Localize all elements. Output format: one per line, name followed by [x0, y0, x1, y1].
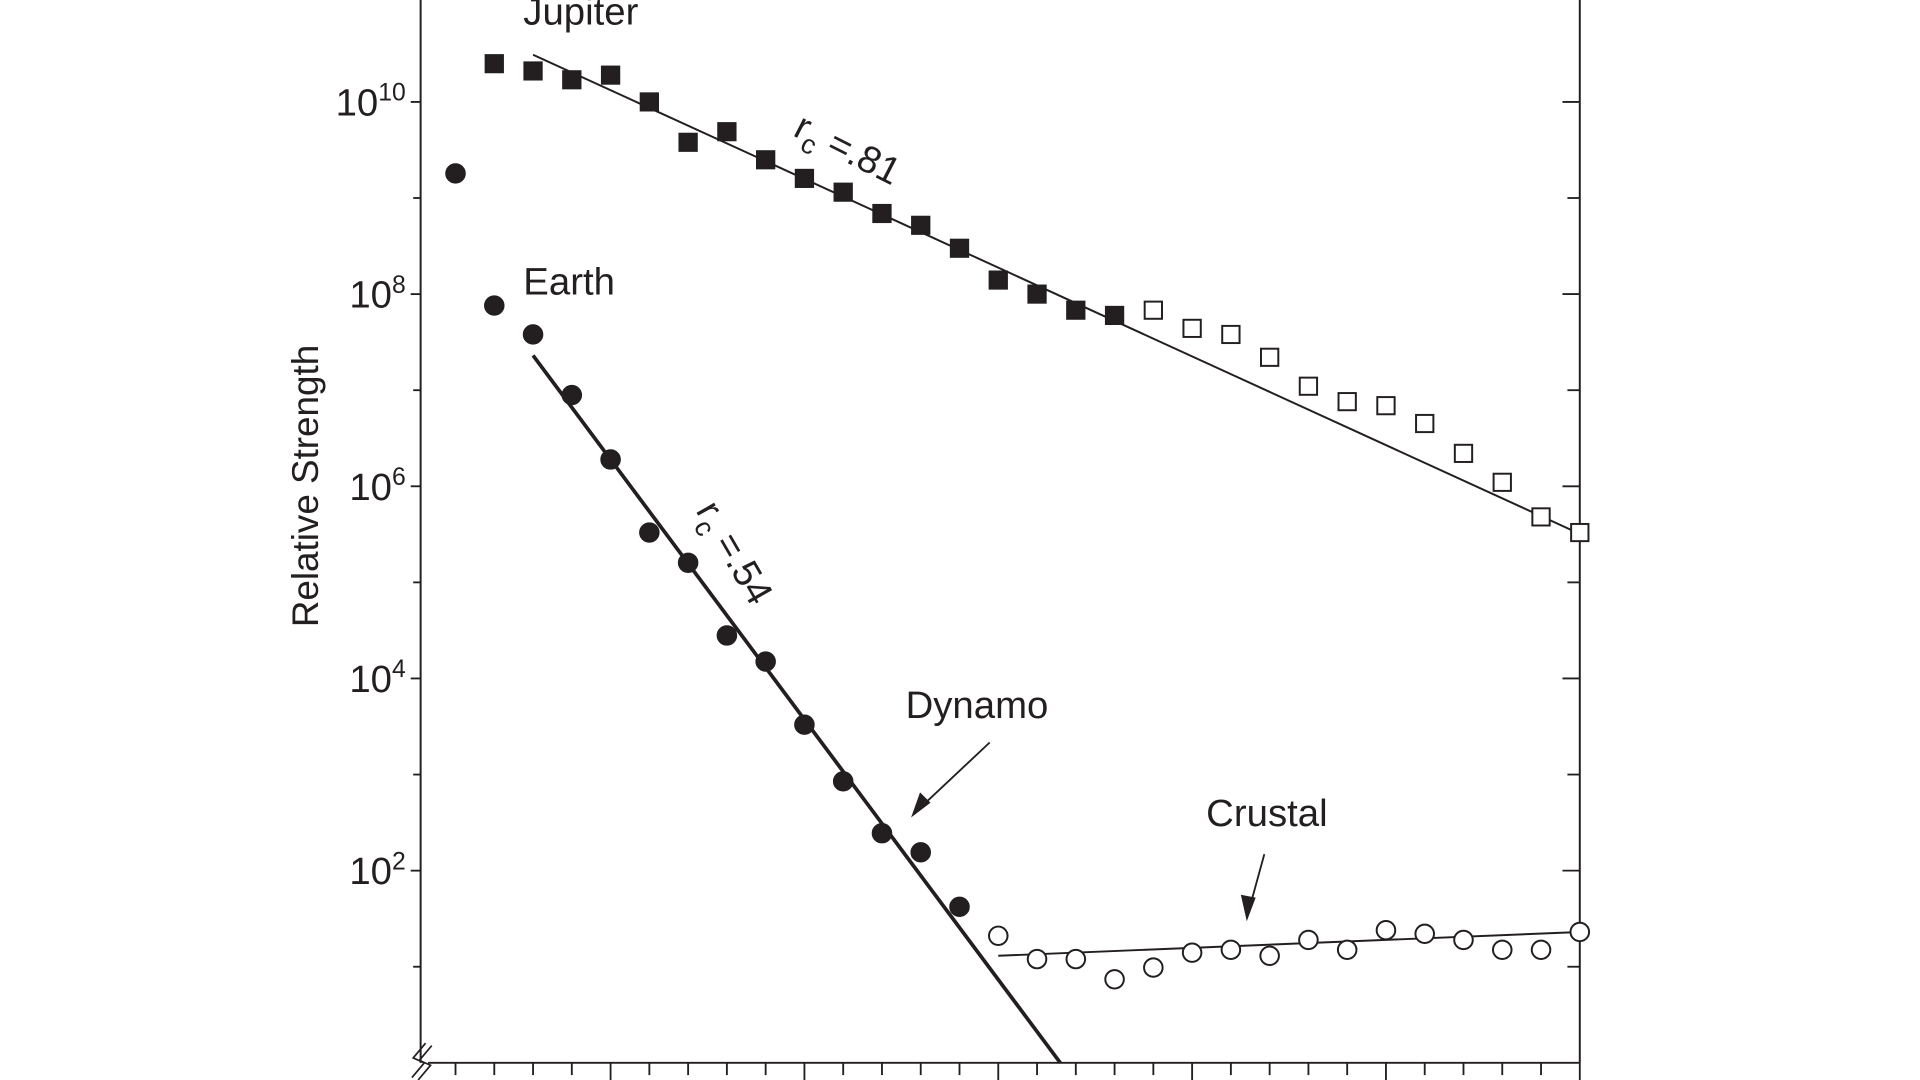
- y-tick-base: 10: [349, 850, 392, 893]
- point: [1066, 300, 1086, 320]
- point: [1570, 522, 1590, 543]
- y-axis-label: Relative Strength: [285, 345, 326, 627]
- annotation: Dynamo: [906, 684, 1049, 727]
- point: [1026, 948, 1048, 970]
- point: [1027, 284, 1047, 304]
- point: [1492, 472, 1512, 492]
- point: [1104, 969, 1125, 990]
- point: [872, 203, 892, 224]
- point: [911, 215, 931, 235]
- point: [1143, 300, 1163, 320]
- point: [794, 714, 815, 735]
- point: [1337, 392, 1357, 412]
- point: [910, 842, 931, 863]
- point: [1181, 942, 1203, 963]
- point: [1531, 507, 1551, 527]
- y-tick-label: 108: [349, 272, 405, 317]
- point: [1414, 923, 1435, 945]
- point: [1491, 939, 1513, 960]
- point: [561, 384, 583, 406]
- y-tick-exp: 6: [392, 464, 406, 491]
- point: [600, 449, 621, 470]
- point: [871, 823, 893, 844]
- annotation: Earth: [523, 261, 615, 304]
- point: [1453, 929, 1474, 951]
- annotation: Crustal: [1206, 792, 1327, 835]
- point: [833, 182, 853, 202]
- point: [988, 270, 1008, 290]
- point: [484, 54, 504, 74]
- fit-line: [998, 930, 1580, 957]
- point: [523, 61, 543, 81]
- axis-break: [411, 1042, 433, 1080]
- point: [794, 168, 815, 188]
- point: [562, 70, 582, 90]
- point: [677, 552, 699, 573]
- point: [1220, 939, 1242, 960]
- y-tick-exp: 4: [392, 656, 406, 683]
- y-tick-base: 10: [349, 466, 392, 509]
- point: [639, 92, 660, 112]
- fit-line: [531, 354, 1062, 1064]
- point: [1298, 929, 1319, 951]
- point: [1182, 318, 1202, 338]
- point: [1259, 347, 1280, 367]
- y-tick-label: 1010: [336, 80, 406, 125]
- y-tick-base: 10: [349, 658, 392, 701]
- y-tick-exp: 10: [378, 80, 405, 107]
- y-tick-base: 10: [336, 82, 379, 125]
- point: [639, 522, 660, 543]
- y-tick-exp: 2: [392, 848, 406, 875]
- point: [949, 896, 970, 918]
- fit-label: rc =.54: [681, 494, 781, 616]
- point: [717, 122, 737, 142]
- point: [1298, 376, 1319, 396]
- point: [1569, 921, 1591, 943]
- point: [1375, 920, 1397, 941]
- point: [445, 163, 466, 184]
- y-tick-exp: 8: [392, 272, 406, 299]
- point: [1259, 945, 1280, 966]
- fit-label-value: =.81: [811, 117, 908, 194]
- arrow: [911, 741, 1266, 922]
- point: [600, 65, 621, 85]
- point: [1065, 948, 1087, 970]
- y-tick-base: 10: [349, 274, 392, 317]
- point: [1336, 939, 1358, 960]
- point: [756, 150, 776, 170]
- y-tick-label: 102: [349, 848, 405, 893]
- point: [522, 324, 544, 345]
- point: [678, 132, 698, 152]
- point: [987, 925, 1009, 946]
- point: [1143, 957, 1164, 978]
- point: [755, 651, 776, 672]
- y-tick-label: 106: [349, 464, 405, 509]
- point: [1221, 324, 1241, 345]
- point: [1376, 396, 1396, 416]
- point: [1415, 413, 1435, 434]
- point: [1453, 443, 1474, 463]
- point: [484, 295, 505, 316]
- point: [1104, 305, 1125, 325]
- fit-line: [532, 53, 1581, 535]
- point: [716, 625, 738, 646]
- point: [832, 771, 854, 792]
- point: [1530, 939, 1552, 960]
- point: [949, 238, 970, 258]
- y-tick-label: 104: [349, 656, 405, 701]
- annotation: Jupiter: [523, 0, 638, 34]
